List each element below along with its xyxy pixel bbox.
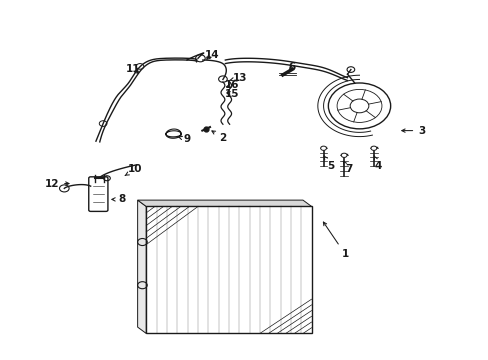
- Text: 9: 9: [178, 134, 190, 144]
- Text: 5: 5: [323, 156, 334, 171]
- Circle shape: [320, 146, 326, 150]
- Text: 3: 3: [401, 126, 425, 136]
- Text: 16: 16: [225, 80, 239, 90]
- Text: 6: 6: [288, 62, 295, 72]
- Text: 13: 13: [229, 73, 246, 83]
- Text: 2: 2: [211, 131, 226, 143]
- Text: 8: 8: [112, 194, 126, 204]
- Text: 12: 12: [44, 179, 69, 189]
- Circle shape: [370, 146, 376, 150]
- Text: 15: 15: [225, 89, 239, 99]
- Polygon shape: [137, 200, 146, 333]
- Text: 4: 4: [373, 156, 382, 171]
- Text: 10: 10: [125, 165, 142, 175]
- Circle shape: [341, 153, 346, 157]
- Polygon shape: [137, 200, 311, 207]
- Text: 1: 1: [323, 222, 348, 259]
- Text: 11: 11: [126, 64, 140, 74]
- Text: 7: 7: [343, 161, 352, 174]
- Text: 14: 14: [204, 50, 219, 60]
